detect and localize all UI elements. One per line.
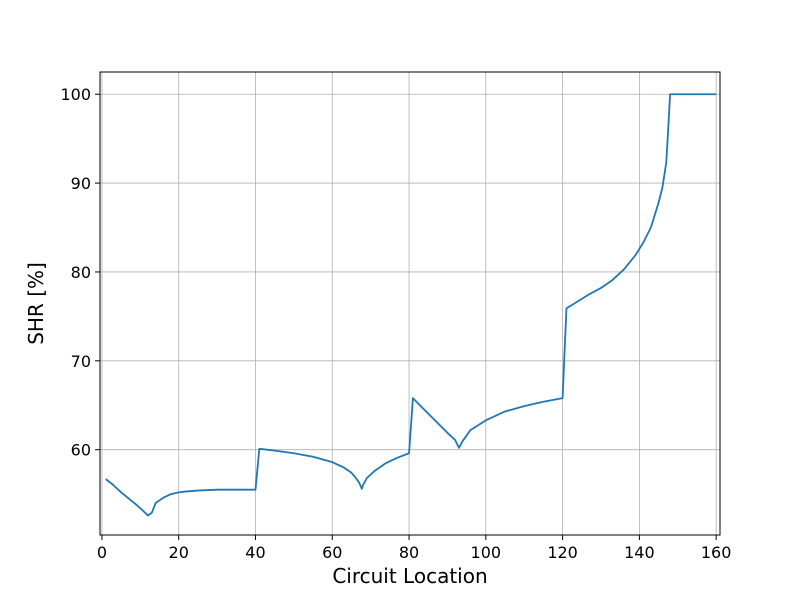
y-tick-label: 70 <box>71 352 91 371</box>
x-tick-label: 20 <box>169 543 189 562</box>
x-tick-label: 40 <box>245 543 265 562</box>
x-axis-ticks: 0 20 40 60 80 100 120 140 160 <box>97 535 732 562</box>
x-tick-label: 0 <box>97 543 107 562</box>
x-tick-label: 160 <box>701 543 732 562</box>
x-axis-label: Circuit Location <box>332 564 487 588</box>
x-tick-label: 80 <box>399 543 419 562</box>
y-tick-label: 100 <box>60 85 91 104</box>
plot-frame <box>99 71 721 536</box>
y-axis-label: SHR [%] <box>24 262 48 345</box>
y-tick-label: 80 <box>71 263 91 282</box>
y-axis-ticks: 60 70 80 90 100 <box>60 85 100 460</box>
grid-lines <box>100 72 720 535</box>
x-tick-label: 100 <box>471 543 502 562</box>
x-tick-label: 60 <box>322 543 342 562</box>
series-line <box>105 93 717 517</box>
y-tick-label: 90 <box>71 174 91 193</box>
x-tick-label: 120 <box>547 543 578 562</box>
x-tick-label: 140 <box>624 543 655 562</box>
y-tick-label: 60 <box>71 441 91 460</box>
